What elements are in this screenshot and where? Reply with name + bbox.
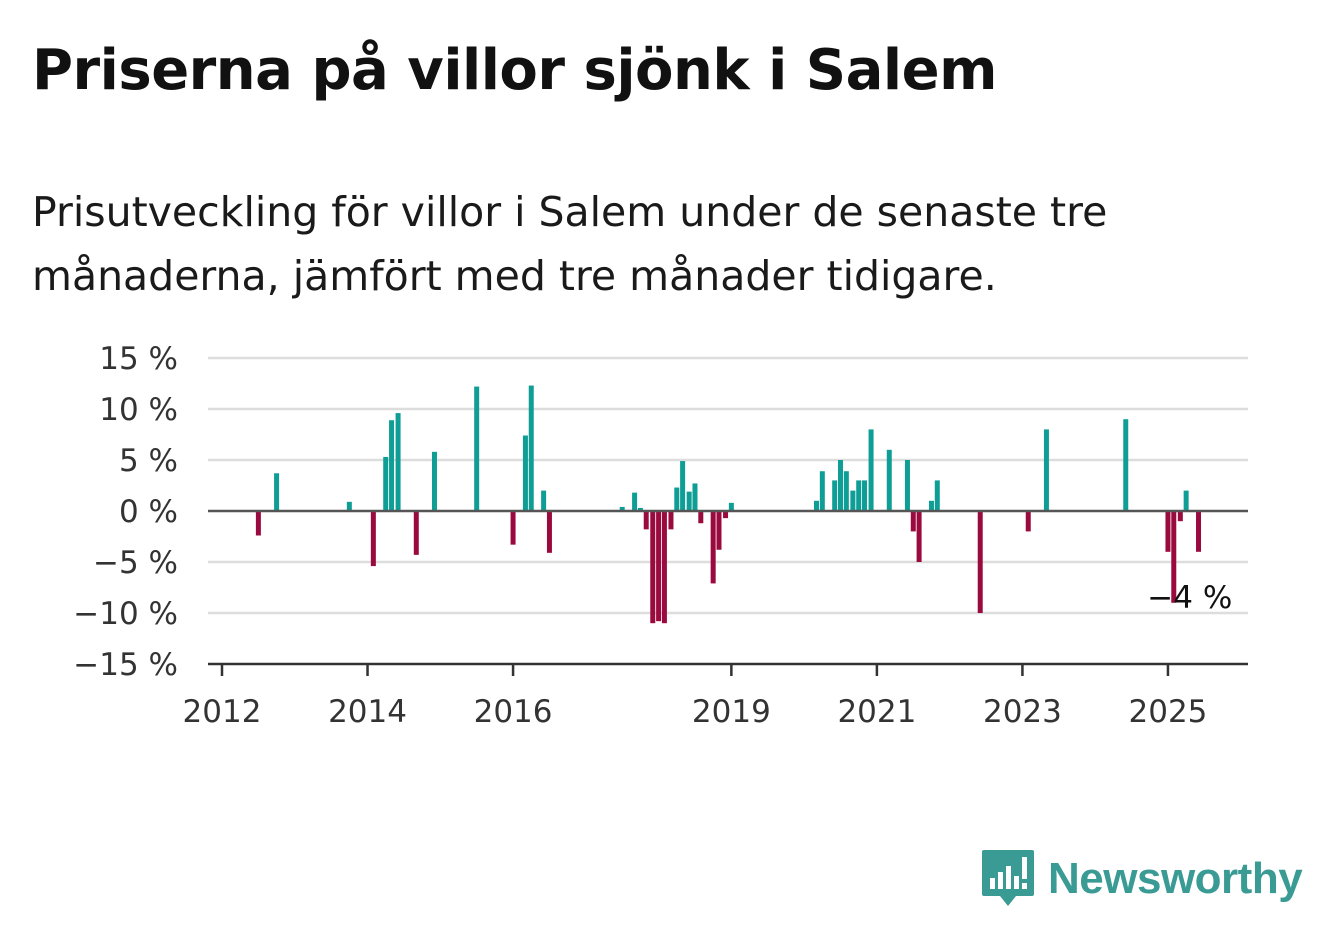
bar	[698, 511, 704, 524]
bar	[255, 511, 261, 536]
y-tick-label: 10 %	[99, 392, 178, 428]
bar	[1177, 511, 1183, 522]
bar	[868, 429, 874, 511]
bar	[856, 480, 862, 511]
bar	[1171, 511, 1177, 603]
bar	[819, 471, 825, 511]
x-tick-label: 2023	[983, 694, 1062, 730]
bar	[843, 471, 849, 511]
bar	[934, 480, 940, 511]
grid-lines	[208, 356, 1248, 615]
bar	[1043, 429, 1049, 511]
bar	[413, 511, 419, 555]
x-tick-label: 2021	[837, 694, 916, 730]
chart-subtitle: Prisutveckling för villor i Salem under …	[32, 188, 1108, 300]
chart-title: Priserna på villor sjönk i Salem	[32, 38, 997, 103]
y-tick-label: 5 %	[119, 443, 178, 479]
bar	[1196, 511, 1202, 552]
bar	[1025, 511, 1031, 532]
annotations: −4 %	[1147, 580, 1232, 616]
bar	[541, 490, 547, 511]
bar	[619, 506, 625, 511]
y-tick-label: 15 %	[99, 341, 178, 377]
bar	[862, 480, 868, 511]
y-tick-label: −15 %	[73, 647, 178, 683]
bar	[1165, 511, 1171, 552]
bar	[546, 511, 552, 553]
y-tick-label: −5 %	[93, 545, 178, 581]
bar-chart: 15 %10 %5 %0 %−5 %−10 %−15 % 2012 2014 201…	[73, 341, 1248, 730]
bar	[716, 511, 722, 550]
bar	[389, 420, 395, 511]
bar	[674, 487, 680, 511]
bar	[668, 511, 674, 530]
bar	[474, 386, 480, 511]
bar	[832, 480, 838, 511]
bar	[886, 449, 892, 511]
x-tick-label: 2019	[692, 694, 771, 730]
bar	[850, 490, 856, 511]
bar	[928, 500, 934, 511]
y-axis-tick-labels: 15 % 10 % 5 % 0 % −5 % −10 % −15 %	[73, 341, 178, 683]
x-tick-label: 2012	[183, 694, 262, 730]
bar	[723, 511, 729, 519]
y-tick-label: 0 %	[119, 494, 178, 530]
newsworthy-chart-bubble-icon	[982, 850, 1034, 906]
bar	[383, 456, 389, 511]
bar	[632, 492, 638, 511]
bar	[510, 511, 516, 545]
bar	[661, 511, 667, 624]
bar	[686, 491, 692, 511]
annotation-label: −4 %	[1147, 580, 1232, 616]
bar	[904, 460, 910, 511]
x-tick-label: 2016	[474, 694, 553, 730]
newsworthy-logo[interactable]: Newsworthy	[980, 848, 1303, 910]
brand-name: Newsworthy	[1048, 854, 1303, 903]
bar	[680, 461, 686, 511]
bar	[637, 507, 643, 511]
bar	[710, 511, 716, 584]
bar	[431, 451, 437, 511]
x-tick-label: 2014	[328, 694, 407, 730]
bar	[656, 511, 662, 622]
bar	[910, 511, 916, 532]
bar	[346, 501, 352, 511]
axes	[208, 509, 1248, 666]
bar	[528, 385, 534, 511]
bar	[522, 435, 528, 511]
x-axis-tick-labels: 2012 2014 2016 2019 2021 2023 2025	[183, 664, 1208, 730]
bar	[838, 460, 844, 511]
bar	[395, 413, 401, 511]
y-tick-label: −10 %	[73, 596, 178, 632]
bar	[916, 511, 922, 562]
bar	[370, 511, 376, 567]
bar	[692, 483, 698, 511]
x-tick-label: 2025	[1129, 694, 1208, 730]
bars	[255, 385, 1202, 624]
bar	[1183, 490, 1189, 511]
bar	[1123, 419, 1129, 511]
bar	[643, 511, 649, 530]
bar	[977, 511, 983, 613]
bar	[650, 511, 656, 624]
bar	[274, 473, 280, 511]
bar	[728, 502, 734, 511]
bar	[813, 500, 819, 511]
